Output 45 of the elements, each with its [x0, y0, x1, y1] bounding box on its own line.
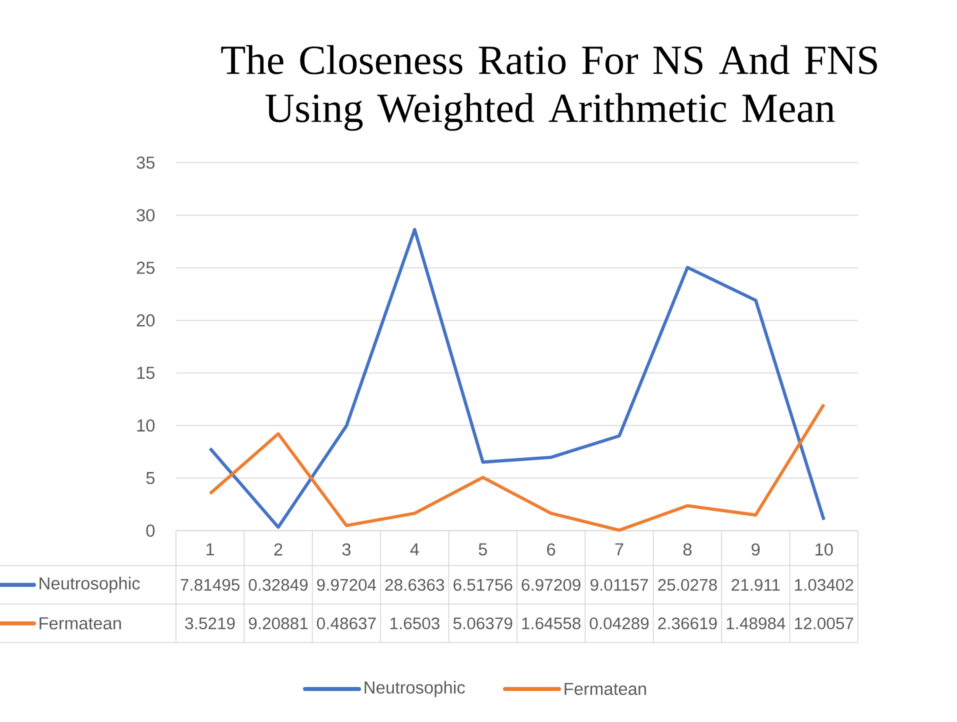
text: Fermatean — [564, 682, 646, 696]
x-tick-label: 7 — [615, 543, 624, 556]
data-label: 5.06379 — [453, 618, 512, 630]
data-label: 12.0057 — [795, 618, 854, 630]
legend-label: Neutrosophic — [40, 576, 140, 593]
x-tick-label: 1 — [206, 543, 214, 556]
data-label: 1.03402 — [795, 579, 854, 591]
text: Neutrosophic — [364, 680, 465, 698]
y-tick-label: 20 — [136, 314, 155, 326]
y-tick-label: 25 — [136, 262, 155, 274]
data-label: 6.51756 — [454, 579, 512, 591]
data-label: 7.81495 — [180, 579, 240, 591]
x-tick-label: 9 — [752, 543, 760, 556]
chart-title: The Closeness Ratio For NS And FNS Using Weighted Arithmetic Mean — [221, 45, 877, 131]
x-tick-label: 8 — [683, 543, 692, 556]
legend-label: Fermatean — [40, 617, 121, 630]
data-label: 1.48984 — [726, 618, 786, 630]
line-series — [208, 402, 826, 532]
data-label: 1.6503 — [390, 618, 440, 630]
x-tick-label: 6 — [547, 543, 556, 556]
line-series — [208, 228, 826, 529]
data-label: 28.6363 — [385, 579, 444, 591]
x-tick-label: 3 — [342, 543, 351, 556]
y-tick-label: 35 — [136, 156, 155, 169]
x-tick-label: 5 — [478, 543, 487, 556]
data-label: 9.20881 — [248, 618, 308, 630]
data-label: 9.01157 — [590, 579, 648, 591]
data-label: 3.5219 — [185, 618, 235, 630]
y-tick-label: 10 — [137, 419, 155, 432]
data-label: 9.97204 — [317, 579, 376, 591]
data-label: 0.32849 — [248, 579, 308, 591]
x-tick-label: 2 — [274, 543, 282, 556]
y-tick-label: 15 — [137, 366, 155, 379]
y-tick-label: 5 — [146, 472, 155, 484]
data-label: 6.97209 — [522, 579, 580, 591]
data-label: 0.48637 — [316, 618, 376, 630]
data-label: 1.64558 — [522, 618, 580, 630]
y-tick-label: 0 — [146, 524, 155, 537]
data-label: 0.04289 — [590, 618, 649, 630]
data-label: 25.0278 — [658, 579, 717, 591]
y-tick-label: 30 — [136, 209, 155, 222]
data-label: 2.36619 — [658, 618, 717, 630]
x-tick-label: 4 — [410, 543, 419, 556]
data-label: 21.911 — [732, 579, 780, 591]
x-tick-label: 10 — [816, 543, 833, 556]
